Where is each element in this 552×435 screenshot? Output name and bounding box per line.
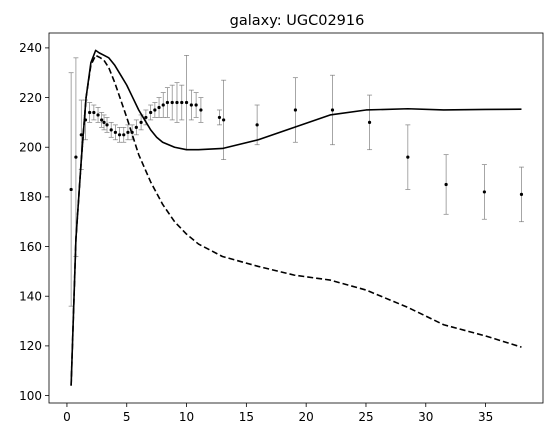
data-point — [96, 113, 100, 117]
plot-frame — [48, 32, 544, 404]
y-tick-label: 180 — [19, 190, 42, 204]
data-point — [194, 103, 198, 107]
x-tick-label: 20 — [299, 410, 314, 424]
data-point — [92, 110, 96, 115]
data-point — [126, 130, 130, 134]
chart-title: galaxy: UGC02916 — [230, 13, 365, 29]
x-tick-label: 25 — [358, 410, 373, 424]
data-point — [293, 108, 298, 112]
data-point — [444, 182, 448, 187]
y-tick-label: 200 — [19, 141, 42, 155]
data-point — [109, 128, 113, 132]
data-point — [367, 120, 372, 124]
data-point — [122, 133, 126, 137]
y-tick-label: 220 — [19, 91, 42, 105]
data-point — [406, 155, 410, 159]
y-tick-label: 120 — [19, 339, 42, 353]
data-point — [330, 108, 335, 112]
data-point — [144, 115, 148, 120]
data-point — [157, 105, 161, 110]
x-tick-label: 0 — [63, 410, 71, 424]
data-point — [519, 192, 524, 197]
data-point — [180, 100, 184, 105]
data-point — [255, 123, 259, 127]
x-tick-label: 5 — [123, 410, 131, 424]
data-point — [134, 125, 138, 129]
data-point — [139, 120, 143, 124]
data-point — [175, 100, 179, 105]
data-point — [100, 118, 104, 122]
data-point — [74, 155, 78, 159]
data-point — [153, 108, 157, 112]
y-tick-label: 140 — [19, 290, 42, 304]
data-point — [102, 120, 106, 124]
data-point — [189, 103, 193, 107]
data-point — [161, 103, 165, 107]
x-tick-label: 30 — [418, 410, 433, 424]
data-point — [222, 118, 226, 122]
data-point — [79, 133, 83, 137]
data-point — [69, 187, 73, 192]
data-point — [199, 108, 203, 112]
dashed-curve-line — [70, 54, 522, 386]
data-point — [217, 115, 222, 120]
data-point — [149, 110, 153, 115]
y-tick-label: 240 — [19, 41, 42, 55]
x-tick-label: 10 — [179, 410, 194, 424]
data-point — [113, 130, 117, 134]
data-point — [184, 100, 189, 105]
data-point — [170, 100, 174, 105]
data-point — [165, 100, 170, 105]
y-tick-label: 100 — [19, 389, 42, 403]
x-tick-label: 35 — [478, 410, 493, 424]
axes: 0 5 10 15 20 25 30 35 100 120 140 160 180 200 220 240 — [19, 41, 493, 424]
plot-content — [68, 49, 524, 386]
x-tick-label: 15 — [239, 410, 254, 424]
data-points-group — [68, 54, 524, 307]
data-point — [105, 123, 109, 127]
data-point — [117, 133, 122, 137]
y-tick-label: 160 — [19, 240, 42, 254]
solid-curve-line — [70, 49, 522, 386]
data-point — [482, 190, 486, 194]
data-point — [88, 110, 92, 115]
